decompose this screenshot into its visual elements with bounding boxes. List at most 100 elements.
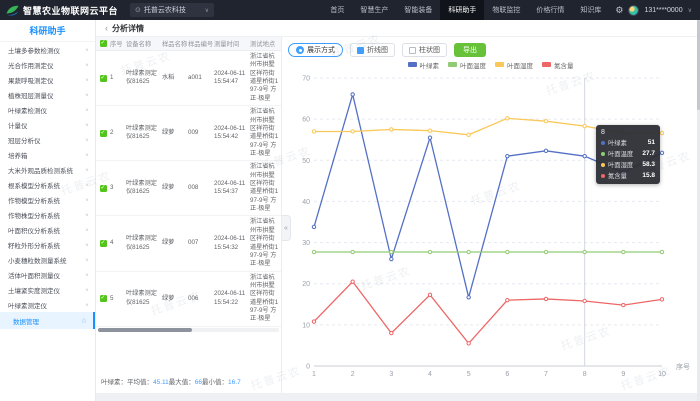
star-icon[interactable]: ☆ (80, 317, 87, 325)
sidebar-item-label: 光合作用测定仪 (8, 62, 54, 70)
table-row: ✓ 2 叶绿素测定仪81625 绿萝 009 2024-06-11 15:54:42 浙江省… (96, 106, 281, 162)
legend-item[interactable]: 叶面温度 (448, 60, 486, 70)
table-cell: 4 (110, 239, 114, 247)
org-selector-dropdown[interactable]: ⊙ 托普云农科技 ∨ (130, 3, 215, 17)
tooltip-series-value: 27.7 (642, 150, 655, 157)
display-mode-icon (296, 46, 304, 54)
nav-item[interactable]: 价格行情 (536, 7, 565, 14)
bar-chart-checkbox (409, 46, 416, 54)
sidebar-item-label: 叶面积仪分析系统 (8, 227, 60, 235)
line-chart-toggle[interactable]: 折线图 (350, 43, 395, 57)
chevron-down-icon: ∨ (84, 257, 89, 262)
nav-item[interactable]: 智慧生产 (360, 7, 389, 14)
tooltip-series-value: 58.3 (642, 161, 655, 168)
sidebar-item-label: 活体叶面积测量仪 (8, 272, 60, 280)
page-scrollbar (697, 20, 700, 401)
chart-controls: 展示方式 折线图 柱状图 导出 (288, 41, 693, 59)
row-checkbox[interactable]: ✓ (99, 129, 107, 137)
sidebar-item[interactable]: 计量仪 ∨ (0, 117, 95, 132)
back-icon[interactable]: ‹ (105, 22, 108, 33)
sidebar-item[interactable]: 作物株型分析系统 ∨ (0, 207, 95, 222)
sidebar-item[interactable]: 活体叶面积测量仪 ∨ (0, 267, 95, 282)
sidebar: 科研助手 土壤多参数检测仪 ∨ 光合作用测定仪 ∨ 果蔬呼吸测定仪 ∨ 植株冠层测量仪 ∨ 叶绿… (0, 20, 96, 401)
chart-tooltip: 8 叶绿素 51 叶面温度 27.7 叶面湿度 58.3 氮含量 15.8 (596, 125, 660, 184)
sidebar-item[interactable]: 大米外观品质检测系统 ∨ (0, 162, 95, 177)
bar-chart-label: 柱状图 (419, 47, 440, 54)
legend-swatch (542, 62, 551, 67)
svg-text:7: 7 (544, 371, 548, 378)
gear-icon[interactable]: ⚙ (615, 4, 624, 15)
sidebar-item[interactable]: 土壤多参数检测仪 ∨ (0, 42, 95, 57)
row-checkbox[interactable]: ✓ (99, 74, 107, 82)
sidebar-item-label: 作物株型分析系统 (8, 212, 60, 220)
sidebar-item[interactable]: 光合作用测定仪 ∨ (0, 57, 95, 72)
table-horizontal-scrollbar (98, 327, 279, 332)
sidebar-item[interactable]: 根系模型分析系统 ∨ (0, 177, 95, 192)
sidebar-item-label: 果蔬呼吸测定仪 (8, 77, 54, 85)
column-header: 序号 (110, 41, 123, 48)
display-mode-button[interactable]: 展示方式 (288, 43, 343, 57)
tooltip-series-value: 15.8 (642, 172, 655, 179)
sidebar-item[interactable]: 培养箱 ∨ (0, 147, 95, 162)
table-cell: 2024-06-11 15:54:42 (214, 124, 246, 141)
table-cell: 叶绿素测定仪81625 (126, 124, 157, 141)
legend-item[interactable]: 氮含量 (542, 60, 574, 70)
collapse-panel-handle[interactable]: « (282, 215, 291, 241)
username: 131****0000 (644, 6, 683, 14)
legend-swatch (495, 62, 504, 67)
tooltip-series-dot (601, 140, 605, 145)
min-label: 最小值： (202, 379, 229, 386)
sidebar-subitem-data-management[interactable]: 数据管理 ☆ (0, 312, 95, 329)
table-cell: 水稻 (162, 73, 175, 81)
legend-item[interactable]: 叶绿素 (407, 60, 439, 70)
table-body: ✓ 1 叶绿素测定仪81625 水稻 a001 2024-06-11 15:54:47 浙江… (96, 51, 281, 327)
nav-item[interactable]: 物联监控 (492, 7, 521, 14)
chevron-down-icon: ∨ (84, 152, 89, 157)
scrollbar-thumb[interactable] (98, 327, 193, 332)
nav-item[interactable]: 知识库 (580, 7, 602, 14)
bar-chart-toggle[interactable]: 柱状图 (402, 43, 447, 57)
sidebar-item[interactable]: 籽粒外形分析系统 ∨ (0, 237, 95, 252)
svg-text:2: 2 (351, 371, 355, 378)
nav-item[interactable]: 首页 (330, 7, 345, 14)
legend-swatch (448, 62, 457, 67)
export-button[interactable]: 导出 (454, 43, 486, 57)
legend-item[interactable]: 叶面湿度 (495, 60, 533, 70)
avatar[interactable] (628, 4, 640, 16)
table-cell: a001 (188, 73, 202, 81)
sidebar-item[interactable]: 作物模型分析系统 ∨ (0, 192, 95, 207)
summary-label: 叶绿素： (101, 379, 127, 386)
sidebar-item[interactable]: 叶面积仪分析系统 ∨ (0, 222, 95, 237)
row-checkbox[interactable]: ✓ (99, 240, 107, 248)
tooltip-row: 叶面温度 27.7 (601, 149, 655, 158)
row-checkbox[interactable]: ✓ (99, 295, 107, 303)
sidebar-item-label: 作物模型分析系统 (8, 197, 60, 205)
tooltip-series-name: 叶绿素 (608, 140, 627, 147)
tooltip-row: 叶面湿度 58.3 (601, 160, 655, 169)
user-chevron-down-icon[interactable]: ∨ (687, 7, 692, 14)
sidebar-item[interactable]: 叶绿素检测仪 ∨ (0, 102, 95, 117)
row-checkbox[interactable]: ✓ (99, 184, 107, 192)
sidebar-item[interactable]: 小麦穗粒数测量系统 ∨ (0, 252, 95, 267)
chevron-down-icon: ∨ (84, 167, 89, 172)
sidebar-item[interactable]: 土壤紧实度测定仪 ∨ (0, 282, 95, 297)
sidebar-item-label: 籽粒外形分析系统 (8, 242, 60, 250)
sidebar-item[interactable]: 叶绿素测定仪 ∧ (0, 297, 95, 312)
table-cell: 2024-06-11 15:54:47 (214, 69, 246, 86)
table-cell: 浙江省杭州市拱墅区祥符街道星桥街197-9号 方正·极星 (250, 218, 279, 268)
tooltip-series-name: 叶面温度 (608, 151, 634, 158)
svg-text:20: 20 (302, 281, 310, 288)
page-scrollbar-thumb[interactable] (697, 20, 700, 110)
sidebar-item[interactable]: 植株冠层测量仪 ∨ (0, 87, 95, 102)
select-all-checkbox[interactable]: ✓ (99, 40, 107, 47)
line-chart: 0 10 20 30 40 50 60 70 1 2 3 4 5 6 7 8 9 10 序号 (302, 76, 690, 379)
top-header: 智慧农业物联网云平台 ⊙ 托普云农科技 ∨ 首页 智慧生产 智能装备 科研助手 物联监控… (0, 0, 700, 20)
svg-text:8: 8 (583, 371, 587, 378)
content: ✓ 序号 设备名称 样品名称 样品编号 测量时间 测试地点 ✓ 1 叶绿素测定仪81625 水稻… (96, 37, 697, 393)
nav-item[interactable]: 智能装备 (404, 7, 433, 14)
nav-item[interactable]: 科研助手 (440, 0, 485, 20)
sidebar-item[interactable]: 果蔬呼吸测定仪 ∨ (0, 72, 95, 87)
legend-label: 叶面温度 (460, 62, 486, 70)
sidebar-item[interactable]: 冠层分析仪 ∨ (0, 132, 95, 147)
sidebar-title: 科研助手 (0, 20, 95, 42)
